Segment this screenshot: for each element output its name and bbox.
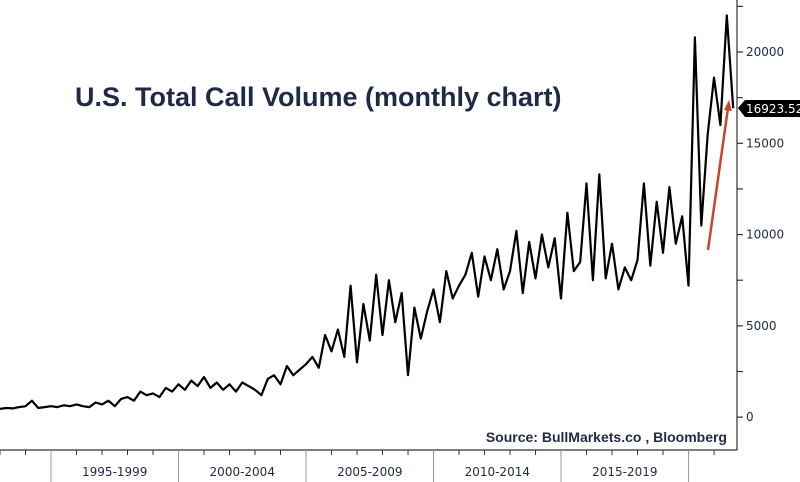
chart-title: U.S. Total Call Volume (monthly chart): [75, 82, 562, 112]
x-period-label: 2005-2009: [337, 465, 402, 479]
y-tick-label: 20000: [746, 45, 784, 59]
x-period-label: 1995-1999: [82, 465, 147, 479]
y-tick-label: 10000: [746, 228, 784, 242]
last-value-badge: 16923.52: [738, 100, 800, 117]
y-tick-label: 15000: [746, 136, 784, 150]
source-note: Source: BullMarkets.co , Bloomberg: [486, 429, 727, 445]
y-tick-label: 0: [746, 410, 754, 424]
series-line-call-volume: [0, 14, 735, 410]
trend-arrow: [706, 100, 732, 251]
y-tick-label: 5000: [746, 319, 777, 333]
x-period-label: 2015-2019: [592, 465, 657, 479]
x-period-label: 2000-2004: [210, 465, 275, 479]
last-value-label: 16923.52: [746, 102, 800, 116]
x-period-label: 2010-2014: [465, 465, 530, 479]
